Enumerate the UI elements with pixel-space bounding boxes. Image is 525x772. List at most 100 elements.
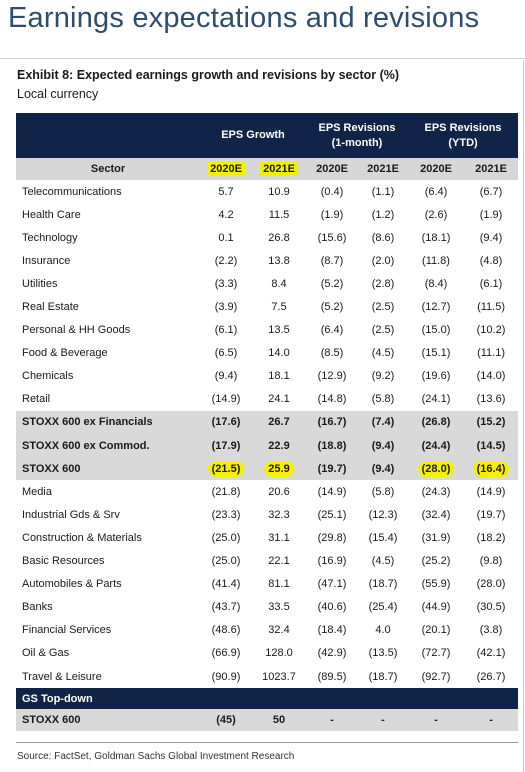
- value-cell: (19.7): [306, 457, 358, 481]
- table-row: Media (21.8) 20.6 (14.9) (5.8) (24.3) (14.9): [16, 480, 518, 503]
- value-cell: (19.7): [476, 508, 506, 521]
- value-cell: (2.8): [371, 277, 395, 290]
- table-row: Utilities (3.3) 8.4 (5.2) (2.8) (8.4) (6.1): [16, 272, 518, 295]
- value-cell: 13.5: [268, 324, 290, 337]
- value-cell: (11.5): [477, 301, 505, 314]
- value-cell: (2.6): [424, 208, 448, 221]
- value-cell: (15.4): [368, 531, 398, 544]
- value-cell: (4.5): [371, 555, 395, 568]
- value-cell: (18.8): [306, 434, 358, 458]
- value-cell: 50: [252, 709, 306, 732]
- value-cell: (5.2): [320, 301, 344, 314]
- right-border: [523, 60, 524, 772]
- value-cell: 4.0: [375, 624, 391, 637]
- value-cell: (32.4): [421, 508, 451, 521]
- value-cell: (15.0): [421, 324, 451, 337]
- value-cell: 22.9: [252, 434, 306, 458]
- sector-name: Media: [22, 485, 52, 498]
- value-cell: (6.4): [320, 324, 344, 337]
- aggregate-row: STOXX 600 ex Commod. (17.9) 22.9 (18.8) (9.4…: [16, 434, 519, 458]
- sector-name: Health Care: [22, 208, 81, 221]
- eps-revisions-ytd-line1: EPS Revisions: [424, 121, 502, 134]
- value-cell: (9.4): [358, 457, 409, 481]
- value-cell: (16.7): [306, 410, 358, 435]
- sector-name: Banks: [22, 601, 53, 614]
- table-row: Chemicals (9.4) 18.1 (12.9) (9.2) (19.6) (14.0…: [16, 365, 518, 388]
- eps-revisions-ytd-header: EPS Revisions (YTD): [408, 113, 519, 158]
- section-header-row: GS Top-down: [16, 688, 519, 710]
- value-cell: (9.2): [371, 370, 395, 383]
- value-cell: 8.4: [271, 277, 287, 290]
- value-cell: (5.8): [371, 485, 395, 498]
- value-cell: (45): [200, 709, 252, 732]
- value-cell: 22.1: [268, 555, 290, 568]
- value-cell: (41.4): [211, 578, 241, 591]
- value-cell: (1.1): [371, 185, 395, 198]
- column-header-eps-2021e: 2021E: [252, 158, 306, 180]
- highlighted-value: (16.4): [472, 460, 510, 477]
- sector-name: Utilities: [22, 277, 58, 290]
- value-cell: (19.6): [421, 370, 451, 383]
- column-header-row: Sector 2020E 2021E 2020E 2021E 2020E 202…: [16, 158, 519, 180]
- sector-name: STOXX 600 ex Financials: [16, 410, 200, 435]
- column-header-rev1m-2021e: 2021E: [358, 158, 409, 180]
- value-cell: (23.3): [211, 508, 241, 521]
- table-row: Oil & Gas (66.9) 128.0 (42.9) (13.5) (72.7) (4…: [16, 642, 518, 665]
- source-note: Source: FactSet, Goldman Sachs Global In…: [17, 751, 295, 762]
- value-cell: 24.1: [268, 393, 290, 406]
- value-cell: (43.7): [211, 601, 241, 614]
- eps-revisions-1m-header: EPS Revisions (1-month): [306, 113, 409, 158]
- value-cell: (1.9): [320, 208, 344, 221]
- value-cell: -: [464, 709, 519, 732]
- sector-name: Construction & Materials: [22, 531, 142, 544]
- exhibit-subtitle: Local currency: [17, 87, 99, 101]
- value-cell: 25.9: [252, 457, 306, 481]
- sector-name: STOXX 600: [16, 709, 200, 732]
- table-row: Construction & Materials (25.0) 31.1 (29.8)…: [16, 526, 518, 549]
- table-row: Travel & Leisure (90.9) 1023.7 (89.5) (18.7)…: [16, 665, 518, 688]
- value-cell: (14.5): [464, 434, 519, 458]
- page-title: Earnings expectations and revisions: [8, 2, 480, 34]
- table-body: Telecommunications 5.7 10.9 (0.4) (1.1) (6.4)…: [16, 180, 519, 732]
- highlighted-value: 25.9: [264, 460, 294, 477]
- table-row: Technology 0.1 26.8 (15.6) (8.6) (18.1) (9.4): [16, 226, 518, 249]
- sector-name: Basic Resources: [22, 555, 105, 568]
- earnings-table: EPS Growth EPS Revisions (1-month) EPS R…: [16, 113, 519, 732]
- value-cell: (2.0): [371, 254, 395, 267]
- value-cell: (44.9): [421, 601, 451, 614]
- value-cell: (40.6): [317, 601, 347, 614]
- value-cell: (3.3): [214, 277, 238, 290]
- value-cell: (8.4): [424, 277, 448, 290]
- value-cell: (4.8): [479, 254, 503, 267]
- section-label: GS Top-down: [16, 688, 519, 710]
- value-cell: (14.9): [476, 485, 506, 498]
- value-cell: -: [408, 709, 465, 732]
- value-cell: 32.4: [268, 624, 290, 637]
- value-cell: (0.4): [320, 185, 344, 198]
- value-cell: 31.1: [268, 531, 290, 544]
- value-cell: (6.1): [214, 324, 238, 337]
- value-cell: (42.9): [317, 647, 347, 660]
- table-row: Health Care 4.2 11.5 (1.9) (1.2) (2.6) (1.9): [16, 203, 518, 226]
- value-cell: (8.5): [320, 347, 344, 360]
- value-cell: 13.8: [268, 254, 290, 267]
- value-cell: (55.9): [421, 578, 451, 591]
- table-row: Financial Services (48.6) 32.4 (18.4) 4.0 (20…: [16, 619, 518, 642]
- value-cell: 26.7: [252, 410, 306, 435]
- value-cell: (15.2): [464, 410, 519, 435]
- value-cell: (66.9): [211, 647, 241, 660]
- value-cell: (13.6): [476, 393, 506, 406]
- top-divider: [0, 58, 525, 59]
- value-cell: (3.8): [479, 624, 503, 637]
- value-cell: (28.0): [476, 578, 506, 591]
- table-row: Real Estate (3.9) 7.5 (5.2) (2.5) (12.7) (11.5…: [16, 295, 518, 318]
- value-cell: 20.6: [268, 485, 290, 498]
- table-row: Personal & HH Goods (6.1) 13.5 (6.4) (2.5) (1…: [16, 319, 518, 342]
- value-cell: (30.5): [476, 601, 506, 614]
- value-cell: (6.5): [214, 347, 238, 360]
- earnings-table-container: EPS Growth EPS Revisions (1-month) EPS R…: [16, 113, 519, 732]
- eps-revisions-1m-line2: (1-month): [331, 136, 383, 149]
- value-cell: (8.7): [320, 254, 344, 267]
- value-cell: (2.5): [371, 324, 395, 337]
- blank-header-cell: [16, 113, 200, 158]
